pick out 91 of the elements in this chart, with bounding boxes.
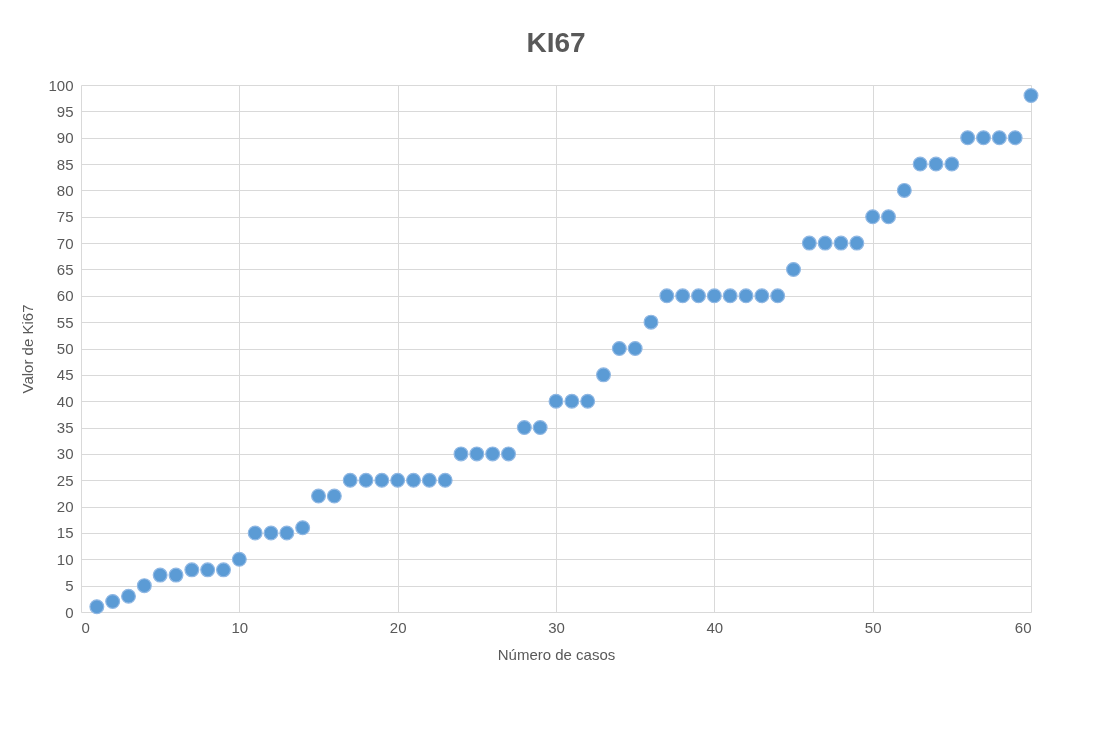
point [358,472,374,488]
y-tick-label: 25 [56,471,74,489]
y-tick-label: 15 [56,524,74,542]
point [991,130,1007,146]
y-tick-label: 95 [56,102,74,120]
point [453,446,469,462]
y-tick-label: 0 [65,603,74,621]
y-tick-label: 30 [56,445,74,463]
point [770,288,786,304]
point [706,288,722,304]
point [184,562,200,578]
y-tick-label: 65 [56,260,74,278]
point [659,288,675,304]
x-tick-label: 0 [81,618,90,636]
point [200,562,216,578]
y-tick-label: 35 [56,419,74,437]
y-tick-label: 45 [56,366,74,384]
y-axis-title: Valor de Ki67 [19,304,37,394]
point [548,393,564,409]
point [786,261,801,277]
chart-title: KI67 [526,27,586,58]
point [881,209,896,225]
point [279,525,295,541]
point [738,288,754,304]
point [564,393,580,409]
x-tick-label: 50 [864,618,882,636]
y-tick-label: 60 [56,287,74,305]
point [754,288,770,304]
point [722,288,738,304]
point [691,288,706,304]
point [675,288,691,304]
point [912,156,928,172]
x-tick-label: 20 [389,618,407,636]
point [960,130,976,146]
point [311,488,326,504]
point [152,567,168,583]
point [817,235,833,251]
point [580,393,596,409]
point [611,341,627,356]
point [976,130,991,146]
point [643,314,659,330]
y-tick-label: 50 [56,340,74,357]
point [295,520,311,536]
point [944,156,960,172]
point [485,446,501,462]
y-tick-label: 5 [65,577,74,595]
x-axis-title: Número de casos [497,645,616,663]
point [421,472,437,488]
x-tick-label: 60 [1014,618,1032,636]
point [342,472,358,488]
point [374,472,390,488]
y-tick-label: 10 [56,550,74,568]
point [596,367,611,383]
point [1023,88,1039,104]
y-tick-label: 80 [56,181,74,199]
point [849,235,865,251]
point [326,488,342,504]
point [121,588,136,604]
y-tick-label: 70 [56,234,74,252]
point [231,551,247,567]
y-tick-label: 90 [56,129,74,147]
point [516,420,532,436]
point [532,420,548,436]
x-tick-label: 30 [548,618,565,636]
point [263,525,279,541]
point [247,525,263,541]
point [136,578,152,594]
y-tick-label: 55 [56,313,74,331]
point [216,562,231,578]
y-tick-label: 100 [48,76,74,94]
point [168,567,184,583]
point [469,446,485,462]
point [406,472,421,488]
point [105,593,121,609]
point [1007,130,1023,146]
point [865,209,881,225]
y-tick-label: 40 [56,392,74,410]
point [390,472,406,488]
point [801,235,817,251]
point [437,472,453,488]
y-tick-label: 85 [56,155,74,173]
point [833,235,849,251]
point [501,446,516,462]
y-tick-label: 75 [56,208,74,226]
x-tick-label: 10 [231,618,249,636]
point [627,341,643,356]
y-tick-label: 20 [56,498,74,516]
point [896,182,912,198]
point [89,599,105,615]
x-tick-label: 40 [706,618,724,636]
point [928,156,944,172]
